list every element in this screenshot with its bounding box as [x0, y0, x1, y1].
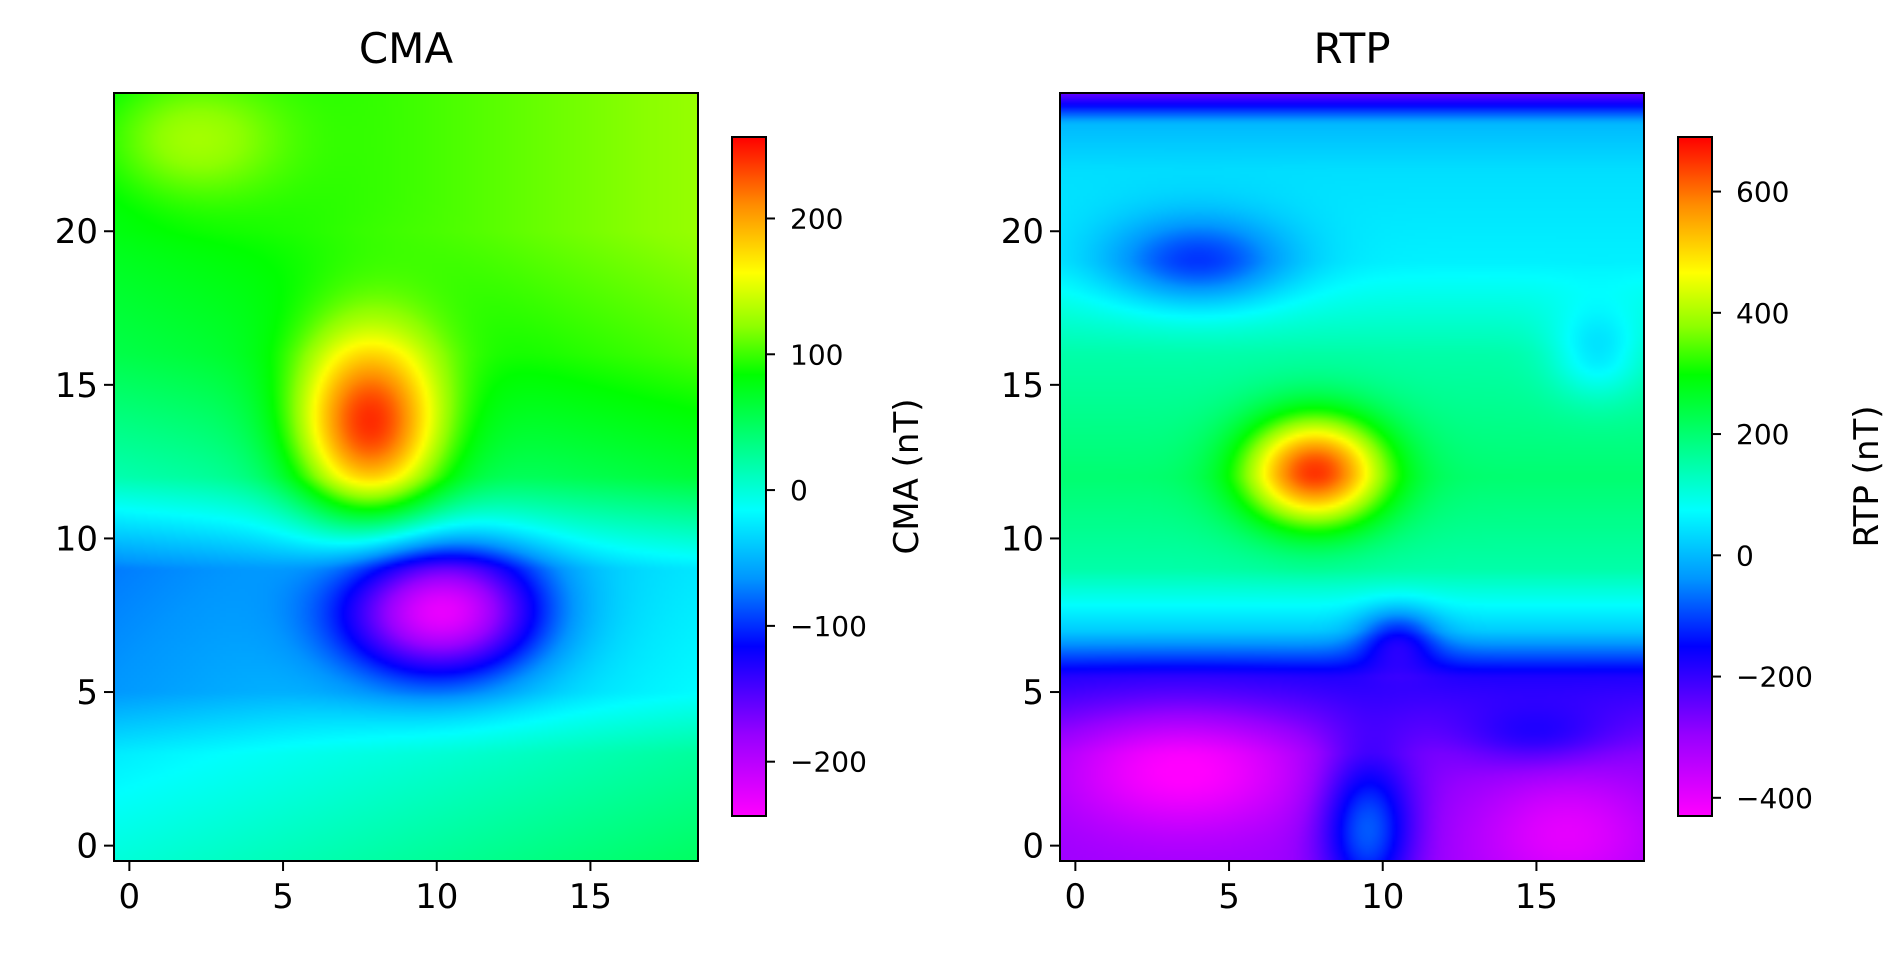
y-tick-label: 10	[55, 519, 98, 559]
colorbar-tick-label: −200	[790, 746, 867, 779]
colorbar	[731, 136, 767, 817]
colorbar-tick-label: −200	[1736, 661, 1813, 694]
colorbar-tick-label: 400	[1736, 297, 1789, 330]
cma-panel: CMA 0 5 10 15 0 5 10 15 20 −200 −100 0 100 200 CMA (nT)	[55, 24, 927, 917]
chart-title: RTP	[1313, 24, 1390, 73]
colorbar-tick-label: −400	[1736, 782, 1813, 815]
x-tick-label: 15	[569, 877, 612, 917]
x-tick-label: 15	[1515, 877, 1558, 917]
y-tick-label: 15	[55, 366, 98, 406]
colorbar-tick-label: 100	[790, 338, 843, 371]
colorbar-tick-label: 0	[1736, 539, 1754, 572]
x-tick-label: 0	[119, 877, 141, 917]
chart-title: CMA	[359, 24, 454, 73]
y-tick-label: 20	[1001, 212, 1044, 252]
x-tick-label: 10	[415, 877, 458, 917]
y-tick-label: 0	[1022, 827, 1044, 867]
y-tick-label: 20	[55, 212, 98, 252]
colorbar-tick-label: 0	[790, 474, 808, 507]
y-tick-label: 0	[76, 827, 98, 867]
heatmap-image	[1060, 93, 1644, 861]
heatmap-image	[114, 93, 698, 861]
colorbar	[1677, 136, 1713, 817]
axes-frame	[113, 92, 699, 862]
rtp-panel: RTP 0 5 10 15 0 5 10 15 20 −400 −200 0 200 400 600 RTP (…	[1001, 24, 1887, 917]
colorbar-tick-label: −100	[790, 610, 867, 643]
axes-frame	[1059, 92, 1645, 862]
colorbar-tick-label: 200	[790, 202, 843, 235]
colorbar-tick-label: 600	[1736, 176, 1789, 209]
colorbar-tick-label: 200	[1736, 418, 1789, 451]
x-tick-label: 0	[1065, 877, 1087, 917]
colorbar-label: RTP (nT)	[1847, 405, 1887, 547]
colorbar-label: CMA (nT)	[887, 399, 927, 555]
x-tick-label: 5	[1218, 877, 1240, 917]
y-tick-label: 5	[76, 673, 98, 713]
y-tick-label: 5	[1022, 673, 1044, 713]
y-tick-label: 10	[1001, 519, 1044, 559]
x-tick-label: 10	[1361, 877, 1404, 917]
x-tick-label: 5	[272, 877, 294, 917]
y-tick-label: 15	[1001, 366, 1044, 406]
